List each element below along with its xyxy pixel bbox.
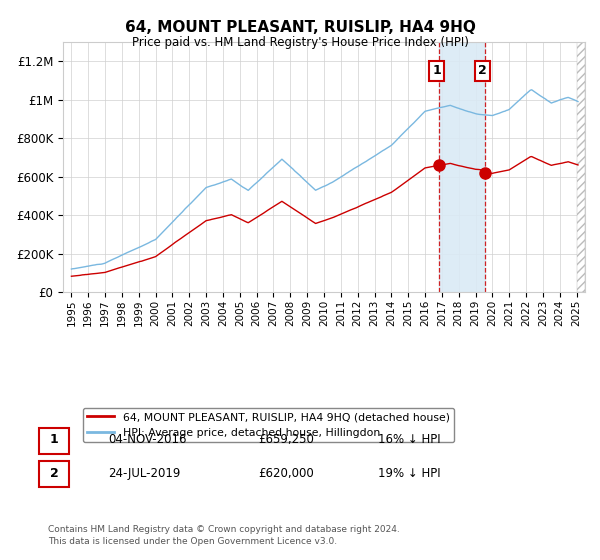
Text: 04-NOV-2016: 04-NOV-2016: [108, 433, 187, 446]
Text: 1: 1: [50, 433, 58, 446]
Text: 19% ↓ HPI: 19% ↓ HPI: [378, 466, 440, 480]
Text: 16% ↓ HPI: 16% ↓ HPI: [378, 433, 440, 446]
Text: Price paid vs. HM Land Registry's House Price Index (HPI): Price paid vs. HM Land Registry's House …: [131, 36, 469, 49]
Text: 64, MOUNT PLEASANT, RUISLIP, HA4 9HQ: 64, MOUNT PLEASANT, RUISLIP, HA4 9HQ: [125, 20, 475, 35]
Text: 24-JUL-2019: 24-JUL-2019: [108, 466, 181, 480]
Text: 2: 2: [478, 64, 487, 77]
Text: 2: 2: [50, 466, 58, 480]
Text: £620,000: £620,000: [258, 466, 314, 480]
Text: 1: 1: [432, 64, 441, 77]
Text: £659,250: £659,250: [258, 433, 314, 446]
Text: Contains HM Land Registry data © Crown copyright and database right 2024.
This d: Contains HM Land Registry data © Crown c…: [48, 525, 400, 546]
Legend: 64, MOUNT PLEASANT, RUISLIP, HA4 9HQ (detached house), HPI: Average price, detac: 64, MOUNT PLEASANT, RUISLIP, HA4 9HQ (de…: [83, 408, 454, 442]
Bar: [439, 42, 485, 292]
